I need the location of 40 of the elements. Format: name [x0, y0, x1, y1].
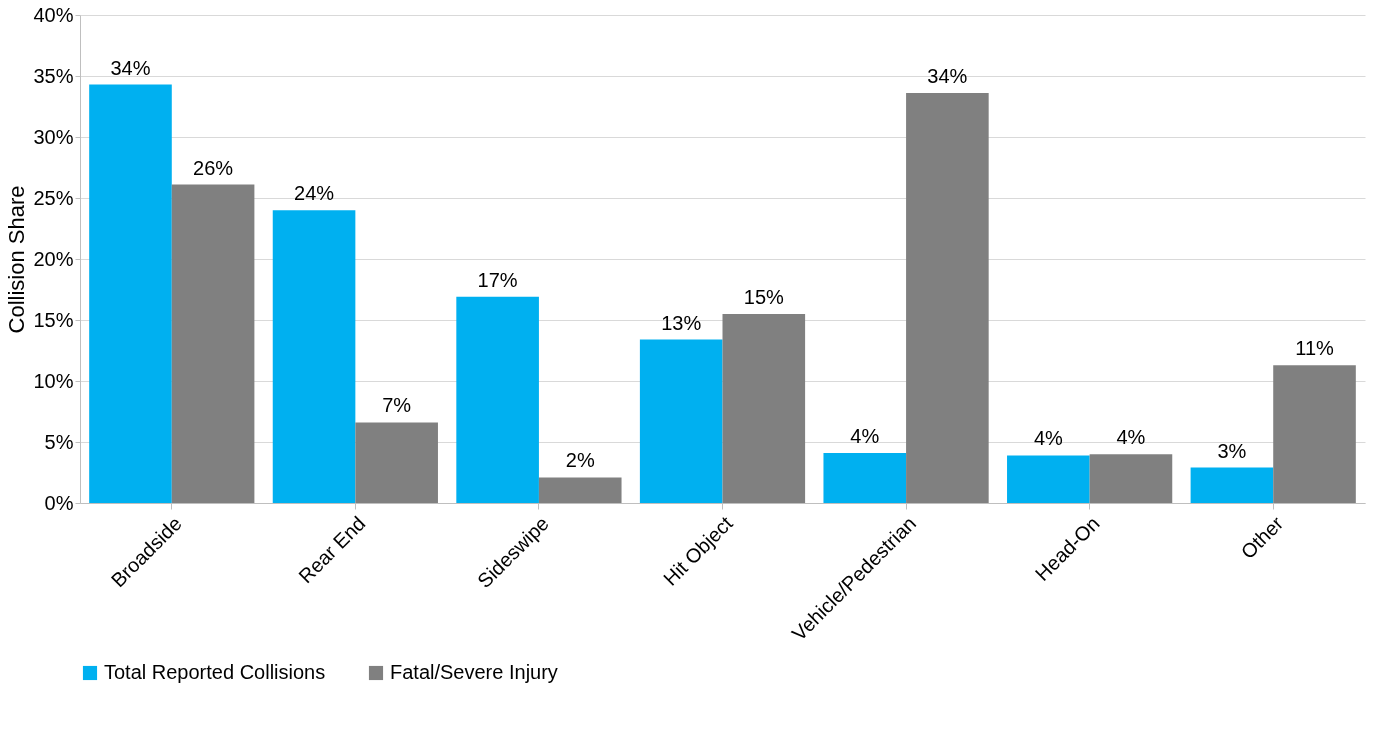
bar: [1190, 467, 1274, 503]
bar: [1089, 454, 1173, 503]
data-label: 3%: [1217, 439, 1247, 462]
data-label: 17%: [477, 268, 518, 291]
bar: [355, 422, 438, 503]
bar: [722, 313, 806, 503]
y-tick-label: 20%: [33, 247, 74, 270]
data-label: 11%: [1295, 337, 1335, 360]
bar: [171, 184, 255, 503]
y-tick-label: 5%: [44, 430, 74, 453]
bar: [1273, 365, 1356, 503]
y-tick-label: 35%: [33, 64, 74, 87]
y-tick-label: 15%: [33, 308, 74, 331]
data-label: 4%: [1116, 426, 1146, 449]
bar: [823, 452, 907, 503]
y-tick-label: 25%: [33, 186, 74, 209]
data-label: 13%: [661, 311, 702, 334]
data-label: 4%: [850, 424, 880, 447]
bar: [1007, 455, 1090, 503]
bar: [272, 210, 356, 503]
y-tick-label: 10%: [33, 369, 74, 392]
bar: [639, 339, 723, 503]
data-label: 15%: [743, 285, 785, 308]
data-label: 34%: [110, 56, 151, 79]
y-tick-label: 30%: [33, 125, 74, 148]
legend-label: Total Reported Collisions: [104, 661, 326, 683]
bar: [89, 84, 172, 503]
data-label: 7%: [382, 394, 412, 417]
legend-label: Fatal/Severe Injury: [390, 661, 558, 683]
y-tick-label: 0%: [44, 491, 74, 514]
bar: [906, 93, 989, 503]
y-axis-title: Collision Share: [4, 185, 30, 334]
data-label: 2%: [565, 449, 595, 472]
bar: [456, 296, 539, 503]
data-label: 26%: [193, 156, 234, 179]
y-tick-label: 40%: [33, 3, 74, 26]
data-label: 4%: [1033, 427, 1064, 450]
bar: [538, 477, 622, 503]
data-label: 34%: [927, 65, 968, 88]
data-label: 24%: [294, 182, 335, 205]
